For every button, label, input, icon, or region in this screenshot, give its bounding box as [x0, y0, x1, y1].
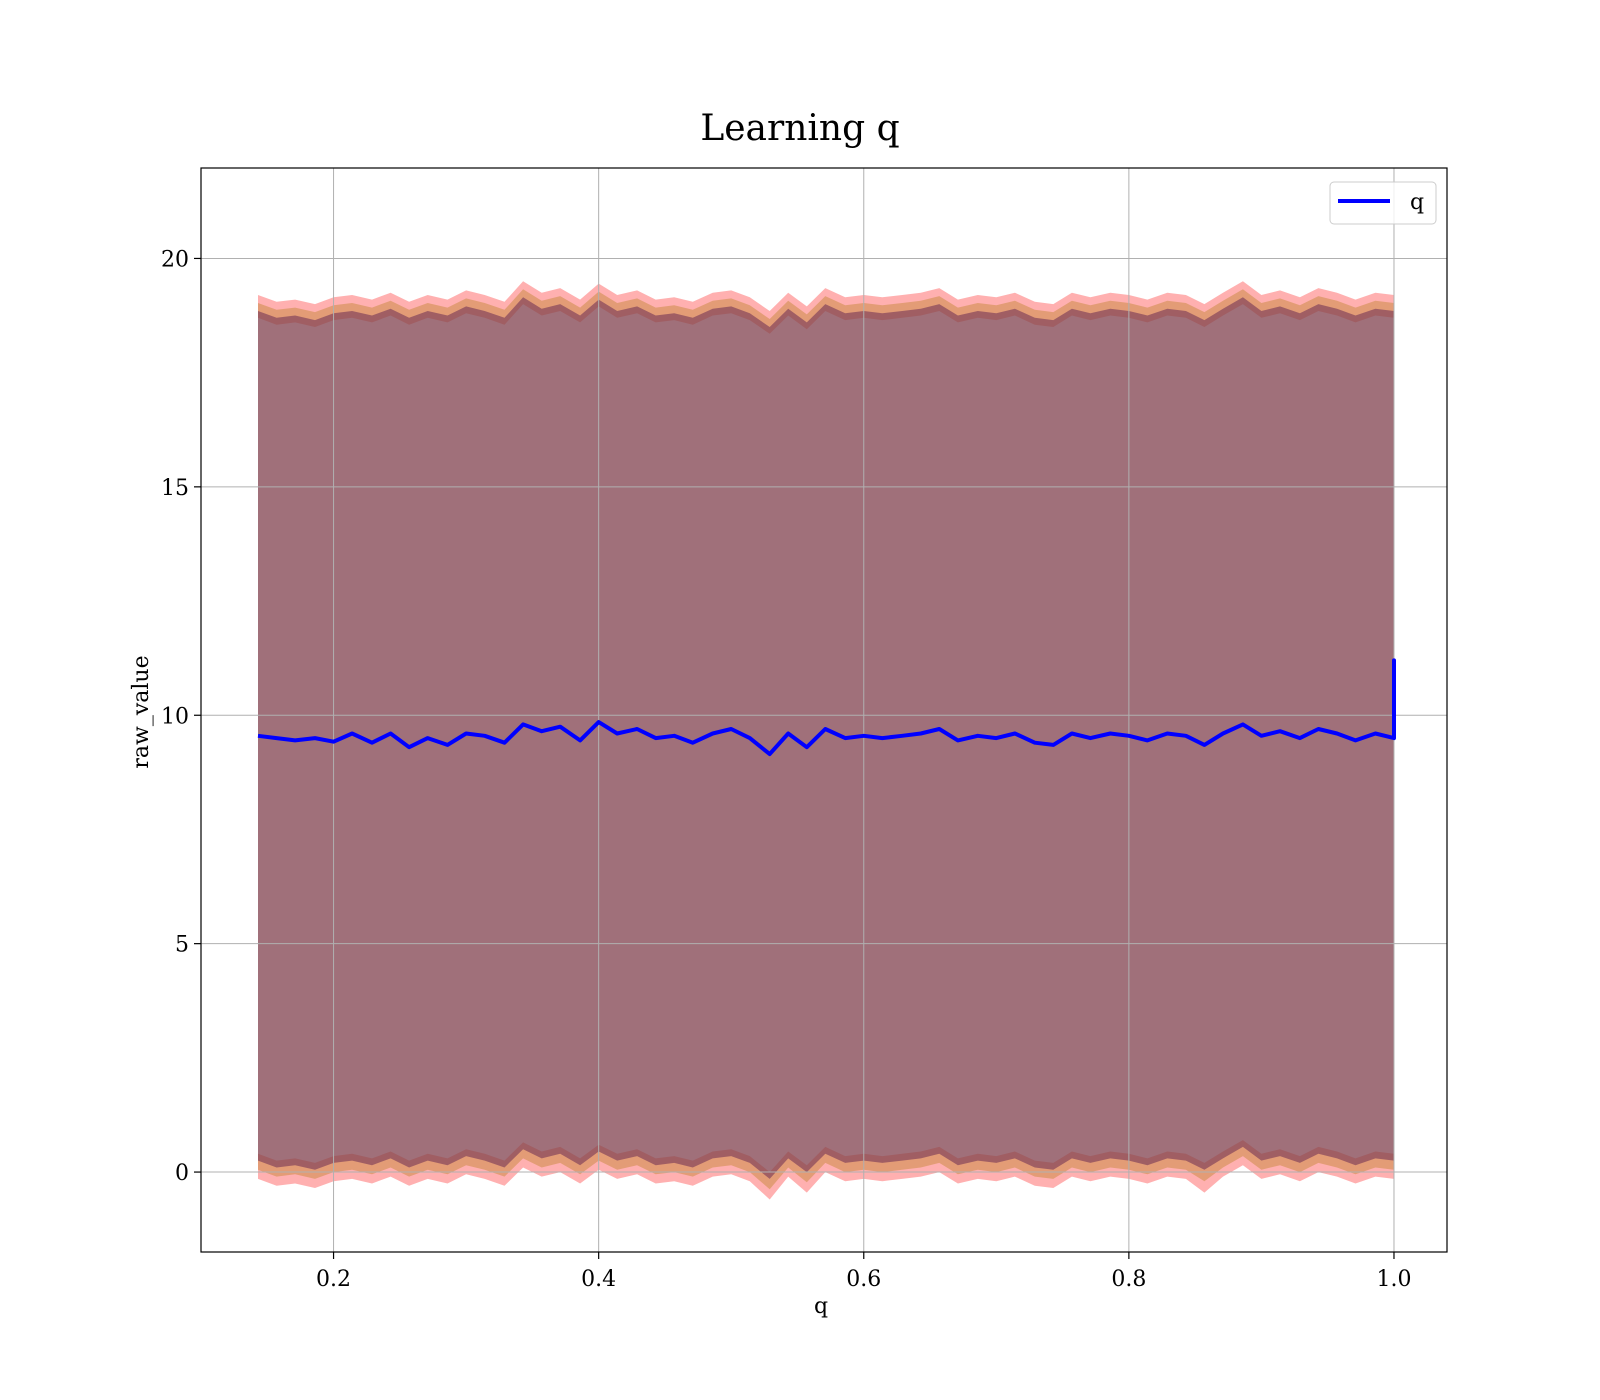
series-line-q — [257, 658, 1396, 757]
x-tick-label-3: 0.8 — [1111, 1267, 1146, 1292]
band-core — [258, 304, 1394, 1173]
plot-area — [200, 167, 1448, 1253]
y-tick-label-3: 15 — [161, 476, 189, 501]
plot-frame — [200, 167, 1448, 1253]
legend-label-q: q — [1410, 190, 1424, 215]
x-tick-label-0: 0.2 — [316, 1267, 351, 1292]
chart-title: Learning q — [700, 108, 899, 149]
x-tick-label-2: 0.6 — [846, 1267, 881, 1292]
x-axis-label: q — [814, 1294, 828, 1319]
uncertainty-bands — [258, 235, 1394, 1200]
y-tick-label-1: 5 — [175, 933, 189, 958]
series-lines — [257, 658, 1396, 757]
x-axis: 0.2 0.4 0.6 0.8 1.0 — [316, 1252, 1411, 1292]
legend: q — [1329, 181, 1437, 225]
x-tick-label-1: 0.4 — [581, 1267, 616, 1292]
y-tick-label-0: 0 — [175, 1161, 189, 1186]
y-tick-label-4: 20 — [161, 247, 189, 272]
y-axis: 0 5 10 15 20 — [161, 247, 201, 1186]
y-tick-label-2: 10 — [161, 704, 189, 729]
x-tick-label-4: 1.0 — [1376, 1267, 1411, 1292]
y-axis-label: raw_value — [129, 655, 154, 768]
